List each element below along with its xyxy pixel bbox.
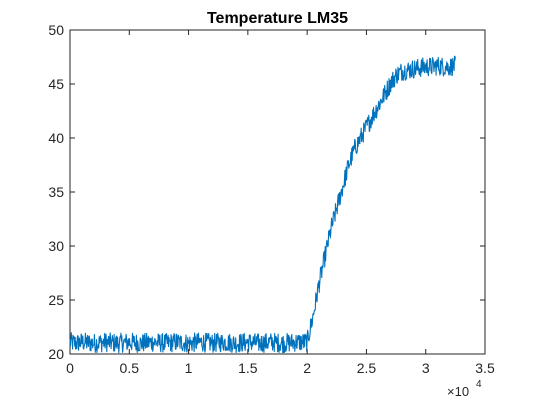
axes-layer: 0 0.5 1 1.5 2 2.5 3 3.5 20 25 30 35 40 45 50 <box>48 22 495 376</box>
series-line <box>69 55 456 354</box>
y-tick-label: 30 <box>48 238 64 254</box>
x-tick-label: 0.5 <box>120 360 140 376</box>
y-tick-label: 50 <box>48 22 64 38</box>
x-axis-exponent: ×10 4 <box>447 379 482 399</box>
x-tick-label: 1 <box>185 360 193 376</box>
y-tick-label: 20 <box>48 346 64 362</box>
y-tick-label: 40 <box>48 130 64 146</box>
chart-title: Temperature LM35 <box>207 10 348 27</box>
y-tick-label: 45 <box>48 76 64 92</box>
x-tick-label: 3 <box>422 360 430 376</box>
x-tick-label: 2.5 <box>357 360 377 376</box>
x-tick-label: 1.5 <box>238 360 258 376</box>
data-layer <box>69 55 456 354</box>
y-tick-label: 25 <box>48 292 64 308</box>
x-axis-exponent-base: ×10 <box>447 384 469 399</box>
plot-area <box>69 29 486 355</box>
x-tick-label: 3.5 <box>475 360 495 376</box>
x-axis-exponent-power: 4 <box>476 379 482 390</box>
y-tick-label: 35 <box>48 184 64 200</box>
x-tick-label: 2 <box>303 360 311 376</box>
x-tick-label: 0 <box>66 360 74 376</box>
